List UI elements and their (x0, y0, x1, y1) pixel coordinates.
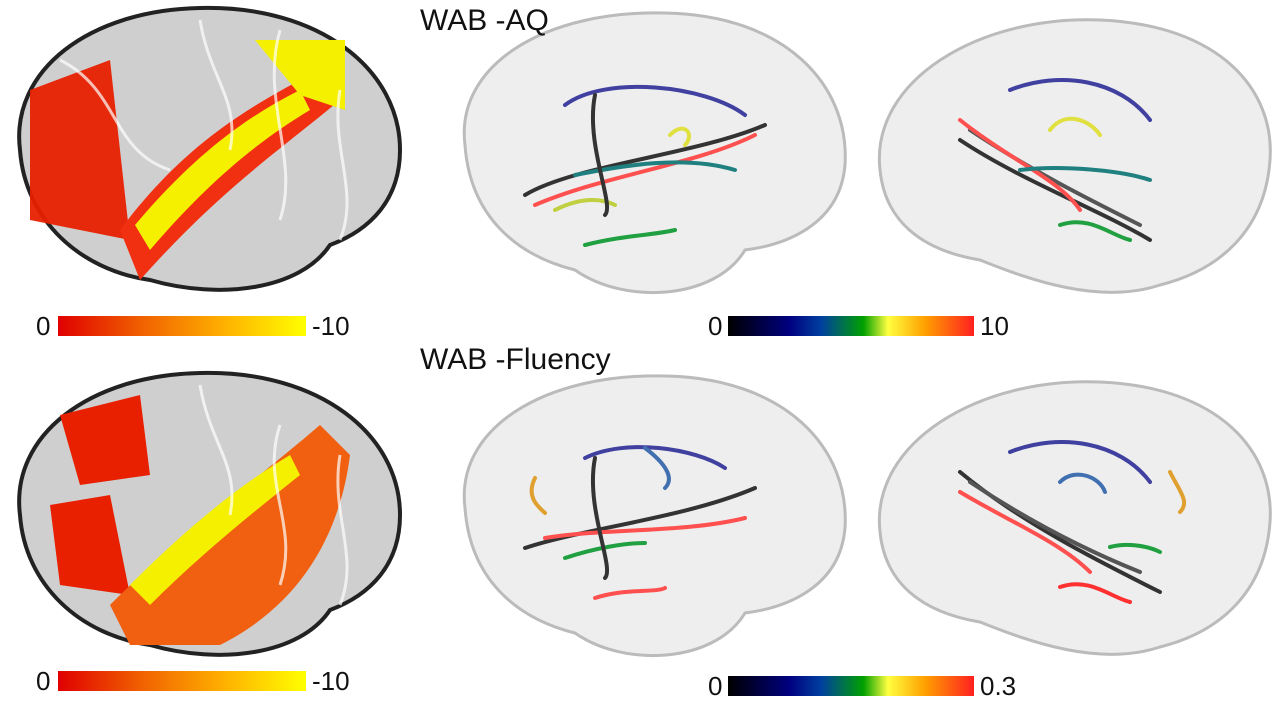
tract-colorbar (728, 316, 974, 336)
surface-colorbar (58, 671, 306, 691)
colorbar-min-label: 0 (708, 311, 723, 341)
colorbar-min-label: 0 (36, 311, 51, 341)
cortex-surface-map-aq (17, 5, 403, 292)
tract-brain-lateral-fluency (462, 374, 847, 657)
tract-brain-medial-fluency (877, 380, 1272, 656)
panel-title-fluency: WAB -Fluency (420, 343, 611, 376)
colorbar-max-label: -10 (312, 666, 350, 696)
colorbar-min-label: 0 (708, 671, 723, 701)
colorbar-min-label: 0 (36, 666, 51, 696)
colorbar-max-label: 10 (980, 311, 1009, 341)
surface-colorbar (58, 316, 306, 336)
tract-brain-medial-aq (877, 18, 1272, 294)
cortex-surface-map-fluency (17, 370, 403, 657)
colorbar-max-label: -10 (312, 311, 350, 341)
tract-brain-lateral-aq (462, 11, 847, 294)
tract-colorbar (728, 676, 974, 696)
colorbar-max-label: 0.3 (980, 671, 1017, 701)
panel-title-aq: WAB -AQ (420, 4, 549, 37)
